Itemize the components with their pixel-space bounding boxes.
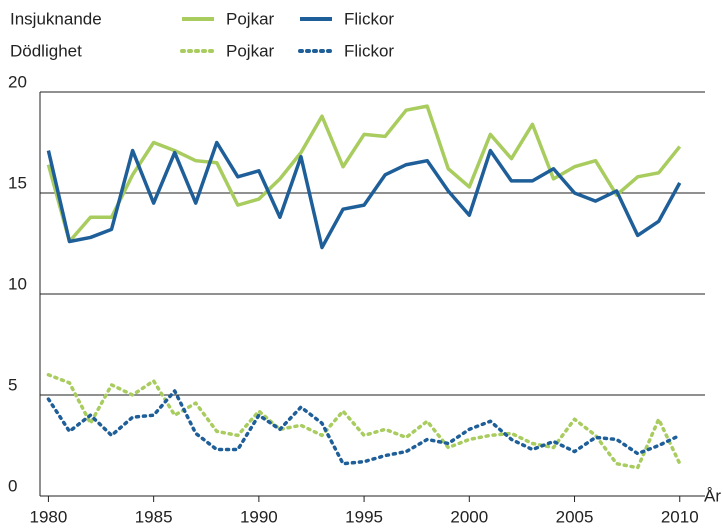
x-tick-label: 1990: [240, 507, 278, 526]
series-line: [46, 373, 682, 470]
y-tick-label: 0: [8, 476, 17, 495]
series-line: [46, 389, 682, 466]
y-tick-label: 20: [8, 72, 27, 91]
legend-label: Flickor: [344, 9, 394, 28]
x-tick-label: 1980: [30, 507, 68, 526]
legend-group-label: Insjuknande: [10, 9, 102, 28]
y-tick-label: 5: [8, 375, 17, 394]
y-tick-label: 10: [8, 274, 27, 293]
series-line: [46, 104, 682, 244]
x-axis-label: År: [704, 486, 721, 505]
series-line: [46, 140, 682, 250]
legend-label: Pojkar: [226, 9, 275, 28]
legend-label: Flickor: [344, 41, 394, 60]
y-tick-label: 15: [8, 173, 27, 192]
x-tick-label: 1995: [345, 507, 383, 526]
legend-group-label: Dödlighet: [10, 41, 82, 60]
x-tick-label: 2000: [450, 507, 488, 526]
x-tick-label: 1985: [135, 507, 173, 526]
x-tick-label: 2005: [556, 507, 594, 526]
x-tick-label: 2010: [661, 507, 699, 526]
legend-label: Pojkar: [226, 41, 275, 60]
